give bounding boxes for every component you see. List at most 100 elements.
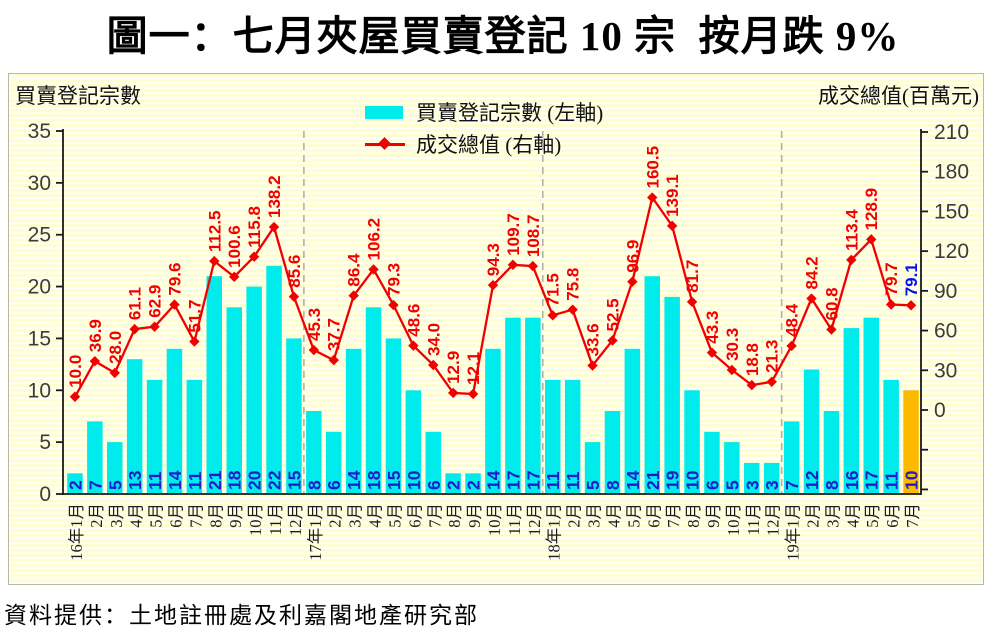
bar bbox=[704, 431, 720, 494]
bar-value-label: 14 bbox=[623, 470, 643, 490]
line-marker bbox=[408, 340, 419, 351]
line-marker bbox=[826, 324, 837, 335]
line-value-label: 112.5 bbox=[205, 210, 224, 252]
x-axis-label: 9月 bbox=[226, 503, 245, 528]
line-value-label: 79.6 bbox=[166, 263, 185, 296]
bar-value-label: 19 bbox=[663, 470, 683, 490]
line-marker bbox=[846, 254, 857, 266]
x-axis-label: 5月 bbox=[863, 503, 882, 528]
line-marker bbox=[69, 391, 81, 402]
legend-label-bars: 買賣登記宗數 (左軸) bbox=[416, 101, 604, 125]
line-value-label: 43.3 bbox=[703, 311, 722, 344]
line-value-label: 81.7 bbox=[683, 260, 702, 293]
line-marker bbox=[348, 290, 359, 301]
right-axis-tick-label: 120 bbox=[934, 240, 969, 263]
x-axis-label: 9月 bbox=[465, 503, 484, 528]
left-axis-tick-label: 30 bbox=[28, 172, 51, 195]
bar bbox=[684, 390, 700, 494]
bar-value-label: 7 bbox=[782, 480, 802, 490]
line-value-label: 52.5 bbox=[603, 298, 622, 331]
line-marker bbox=[388, 299, 399, 311]
line-marker bbox=[866, 234, 877, 245]
line-marker bbox=[288, 291, 300, 302]
bar bbox=[505, 317, 521, 494]
bar bbox=[345, 348, 362, 494]
line-marker bbox=[806, 293, 817, 304]
bar bbox=[545, 379, 561, 494]
bar-value-label: 6 bbox=[703, 480, 723, 490]
line-marker bbox=[547, 310, 558, 321]
line-value-label: 160.5 bbox=[643, 146, 662, 189]
bar bbox=[385, 338, 402, 494]
data-source-note: 資料提供：土地註冊處及利嘉閣地產研究部 bbox=[4, 603, 479, 628]
line-value-label: 113.4 bbox=[842, 209, 861, 251]
bar-value-label: 15 bbox=[384, 470, 404, 490]
x-axis-label: 6月 bbox=[883, 503, 902, 528]
line-marker bbox=[766, 376, 777, 388]
bar bbox=[266, 265, 282, 494]
line-value-label: 60.8 bbox=[822, 287, 841, 320]
bar bbox=[843, 328, 860, 494]
right-axis-tick-label: 210 bbox=[934, 121, 969, 144]
line-value-label: 37.7 bbox=[325, 318, 344, 351]
line-marker bbox=[746, 379, 757, 391]
bar-value-label: 10 bbox=[902, 470, 922, 490]
bar bbox=[604, 411, 621, 494]
bar-value-label: 2 bbox=[464, 480, 484, 490]
bar-value-label: 11 bbox=[145, 471, 165, 490]
line-marker bbox=[706, 347, 718, 358]
bar-value-label: 21 bbox=[643, 470, 663, 490]
bar bbox=[724, 442, 740, 494]
bar-value-label: 13 bbox=[125, 470, 145, 490]
bar bbox=[365, 307, 382, 494]
line-marker bbox=[587, 360, 598, 371]
x-axis-label: 2月 bbox=[565, 503, 584, 528]
x-axis-label: 10月 bbox=[246, 503, 265, 536]
x-axis-label: 12月 bbox=[525, 503, 544, 536]
bar-value-label: 17 bbox=[862, 471, 882, 490]
bar-value-label: 7 bbox=[85, 480, 105, 490]
x-axis-label: 3月 bbox=[585, 503, 604, 528]
line-marker bbox=[189, 336, 200, 347]
x-axis-label: 8月 bbox=[206, 503, 225, 528]
line-value-label: 12.9 bbox=[444, 351, 463, 384]
line-value-label: 18.8 bbox=[743, 343, 762, 376]
bar-value-label: 22 bbox=[265, 470, 285, 490]
line-value-label: 86.4 bbox=[345, 253, 364, 287]
line-value-label: 85.6 bbox=[285, 255, 304, 288]
line-value-label: 45.3 bbox=[305, 308, 324, 341]
left-axis-tick-label: 10 bbox=[28, 379, 51, 402]
x-axis-label: 7月 bbox=[903, 503, 922, 528]
line-value-label: 51.7 bbox=[185, 300, 204, 333]
legend: 買賣登記宗數 (左軸) 成交總值 (右軸) bbox=[365, 96, 603, 160]
bar-value-label: 15 bbox=[284, 470, 304, 490]
right-axis-tick-label: 90 bbox=[934, 280, 957, 303]
x-axis-label: 12月 bbox=[286, 503, 305, 536]
bar-value-label: 2 bbox=[66, 480, 86, 490]
bar bbox=[286, 338, 302, 494]
left-axis-tick-label: 0 bbox=[39, 483, 51, 506]
bar-value-label: 18 bbox=[364, 470, 384, 490]
bar bbox=[326, 431, 342, 494]
bar bbox=[465, 473, 481, 494]
x-axis-label: 7月 bbox=[425, 503, 444, 528]
x-axis-label: 10月 bbox=[724, 503, 743, 536]
x-axis-label: 6月 bbox=[644, 503, 663, 528]
bar bbox=[783, 421, 800, 494]
bar bbox=[863, 317, 879, 494]
x-axis-label: 10月 bbox=[485, 503, 504, 536]
bar-value-label: 17 bbox=[523, 471, 543, 490]
x-axis-label: 8月 bbox=[684, 503, 703, 528]
x-axis-label: 9月 bbox=[704, 503, 723, 528]
bar-value-label: 6 bbox=[324, 480, 344, 490]
bar-value-label: 11 bbox=[543, 471, 563, 490]
line-marker bbox=[507, 259, 519, 270]
bar bbox=[246, 286, 262, 494]
line-value-label: 96.9 bbox=[623, 240, 642, 273]
bar-value-label: 10 bbox=[683, 470, 703, 490]
legend-item-bars: 買賣登記宗數 (左軸) bbox=[365, 96, 603, 128]
x-axis-label: 8月 bbox=[445, 503, 464, 528]
line-value-label: 75.8 bbox=[564, 268, 583, 301]
x-axis-label: 3月 bbox=[107, 503, 126, 528]
bar-value-label: 3 bbox=[742, 480, 762, 490]
